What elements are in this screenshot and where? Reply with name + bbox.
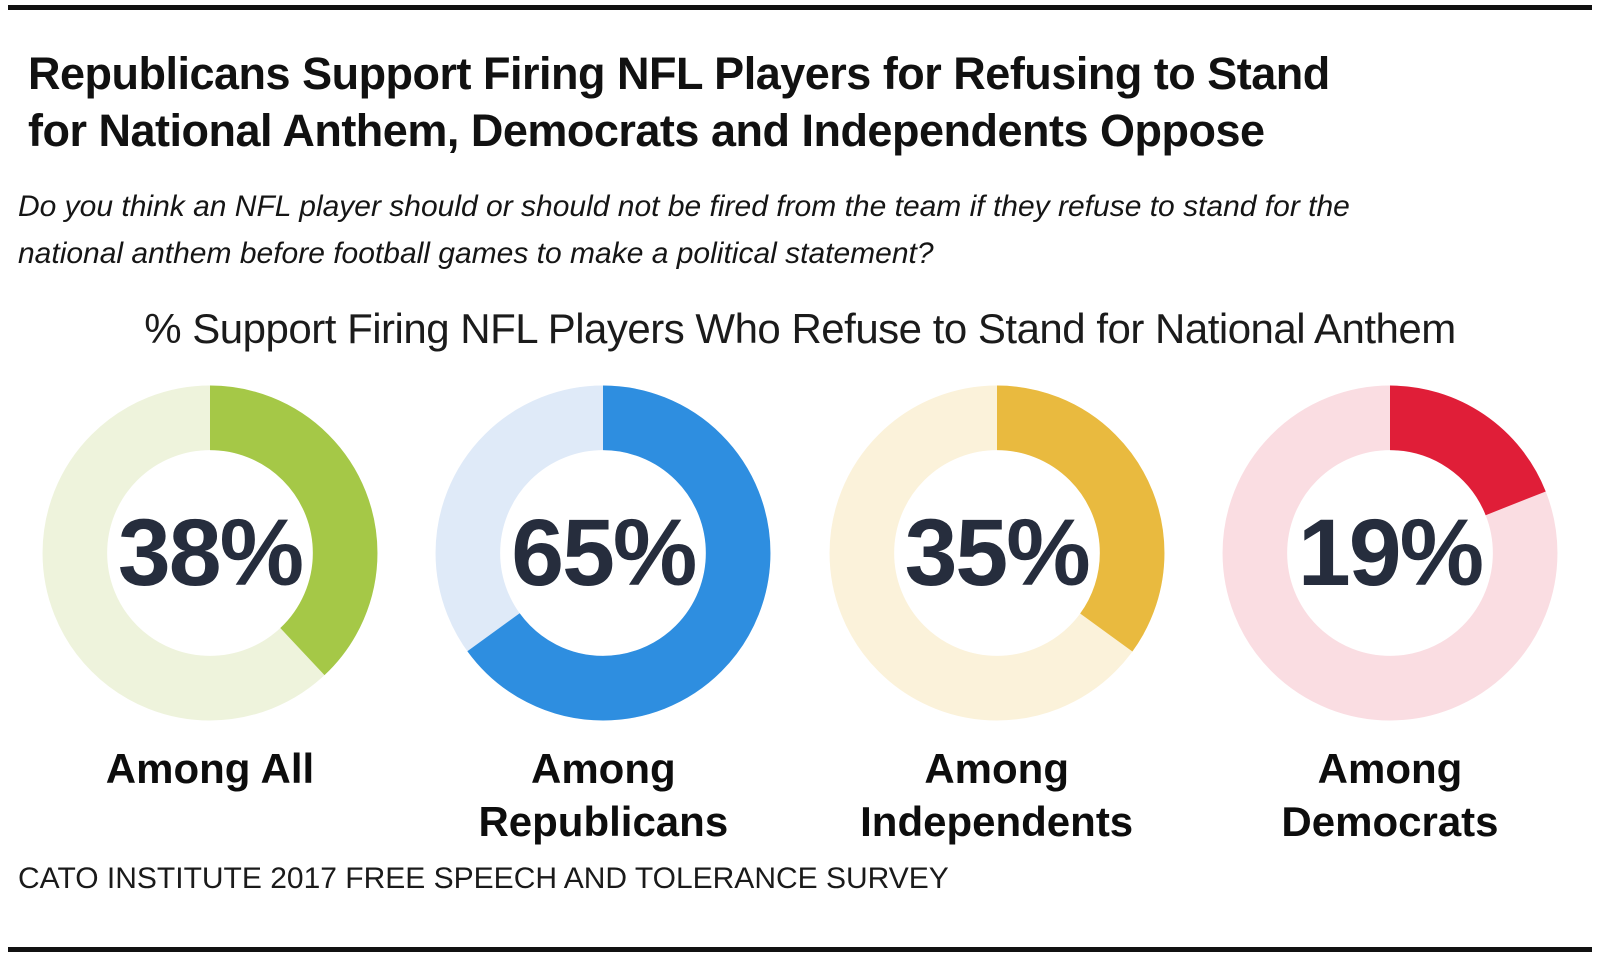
percent-value: 38% [117, 499, 304, 606]
donut-value-arc [42, 385, 378, 721]
chart-title: % Support Firing NFL Players Who Refuse … [144, 305, 1456, 353]
main-title: Republicans Support Firing NFL Players f… [28, 48, 1330, 156]
donut-among-all: 38% [40, 383, 380, 723]
percent-value: 19% [1297, 499, 1484, 606]
donut-label: Among Republicans [478, 745, 729, 845]
donut-value-arc [829, 385, 1165, 721]
bottom-rule [8, 947, 1592, 952]
donut-label: Among Independents [860, 745, 1134, 845]
percent-value: 65% [511, 499, 697, 606]
donut-ring-among-all [42, 385, 378, 721]
percent-value: 35% [904, 499, 1091, 606]
donut-chart-among-independents: 35% Among Independents [801, 383, 1193, 848]
donut-chart-among-all: 38% Among All [14, 383, 406, 848]
donut-label: Among Democrats [1281, 745, 1499, 845]
donut-chart-among-republicans: 65% Among Republicans [407, 383, 799, 848]
donut-value-arc [1222, 385, 1558, 721]
donut-charts-row: 38% Among All 65% Among Republicans 35% [0, 383, 1600, 848]
donut-among-independents: 35% [827, 383, 1167, 723]
donut-ring-among-republicans [435, 385, 771, 721]
source-attribution: CATO INSTITUTE 2017 FREE SPEECH AND TOLE… [18, 862, 949, 896]
donut-ring-among-democrats [1222, 385, 1558, 721]
donut-among-democrats: 19% [1220, 383, 1560, 723]
donut-chart-among-democrats: 19% Among Democrats [1194, 383, 1586, 848]
top-rule [8, 5, 1592, 10]
survey-question: Do you think an NFL player should or sho… [18, 190, 1350, 270]
donut-label: Among All [105, 745, 315, 793]
donut-value-arc [435, 385, 771, 721]
donut-ring-among-independents [829, 385, 1165, 721]
donut-among-republicans: 65% [433, 383, 773, 723]
